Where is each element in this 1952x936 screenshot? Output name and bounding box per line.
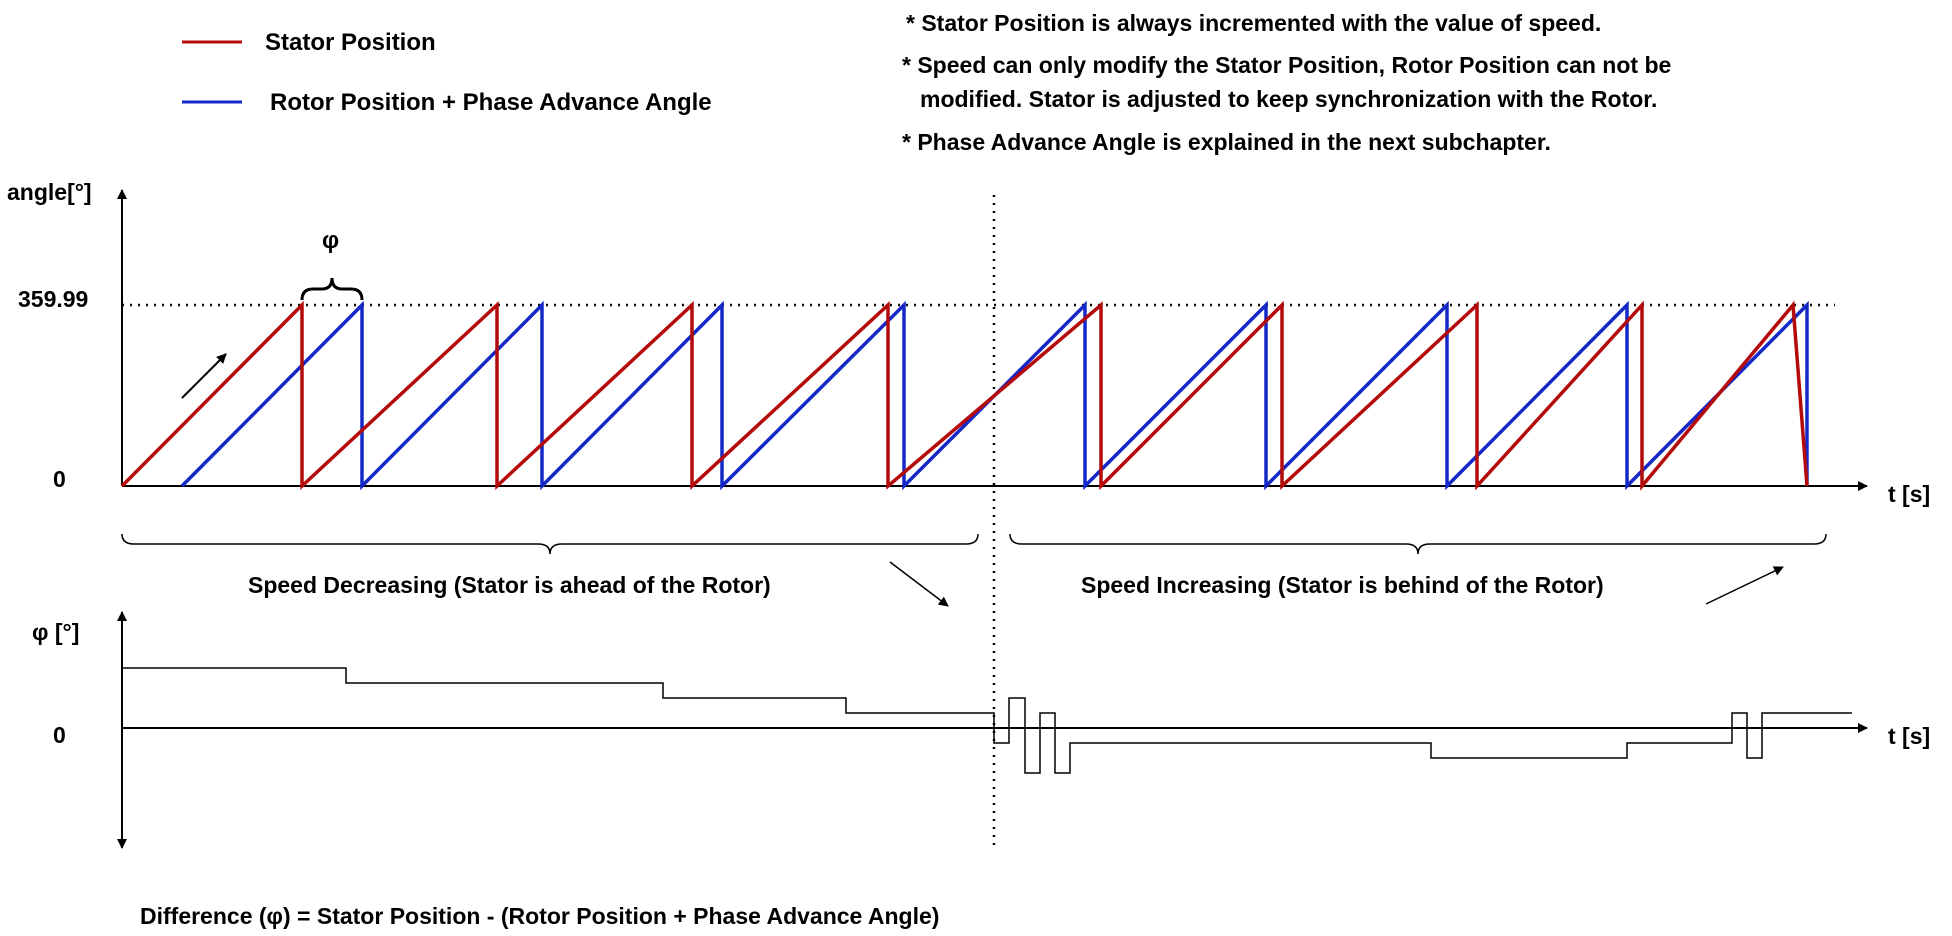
note-3: * Phase Advance Angle is explained in th… <box>902 129 1551 155</box>
right-region-brace <box>1009 533 1827 555</box>
right-region-arrow <box>1705 566 1784 605</box>
lower-y-axis-label: φ [°] <box>32 619 79 645</box>
note-2-line-1: * Speed can only modify the Stator Posit… <box>902 52 1671 78</box>
upper-y-axis-label: angle[°] <box>7 179 92 205</box>
note-1: * Stator Position is always incremented … <box>906 10 1601 36</box>
right-region-label: Speed Increasing (Stator is behind of th… <box>1081 572 1604 598</box>
legend-stator-label: Stator Position <box>265 29 436 56</box>
note-2-line-2: modified. Stator is adjusted to keep syn… <box>920 86 1657 112</box>
stator-waveform <box>120 300 1809 491</box>
upper-y-zero-label: 0 <box>53 466 66 492</box>
phase-difference-waveform <box>122 667 1852 774</box>
left-region-brace <box>121 533 979 555</box>
legend-rotor-label: Rotor Position + Phase Advance Angle <box>270 89 712 116</box>
lower-x-axis-label: t [s] <box>1888 723 1930 749</box>
phi-label: φ <box>322 227 339 254</box>
rotor-waveform <box>180 300 1809 491</box>
upper-x-axis-label: t [s] <box>1888 481 1930 507</box>
left-region-arrow <box>889 561 949 607</box>
difference-formula: Difference (φ) = Stator Position - (Roto… <box>140 903 939 929</box>
increasing-angle-arrow <box>181 353 227 399</box>
lower-y-zero-label: 0 <box>53 722 66 748</box>
left-region-label: Speed Decreasing (Stator is ahead of the… <box>248 572 771 598</box>
phi-brace <box>300 277 364 301</box>
upper-y-max-label: 359.99 <box>18 286 88 312</box>
